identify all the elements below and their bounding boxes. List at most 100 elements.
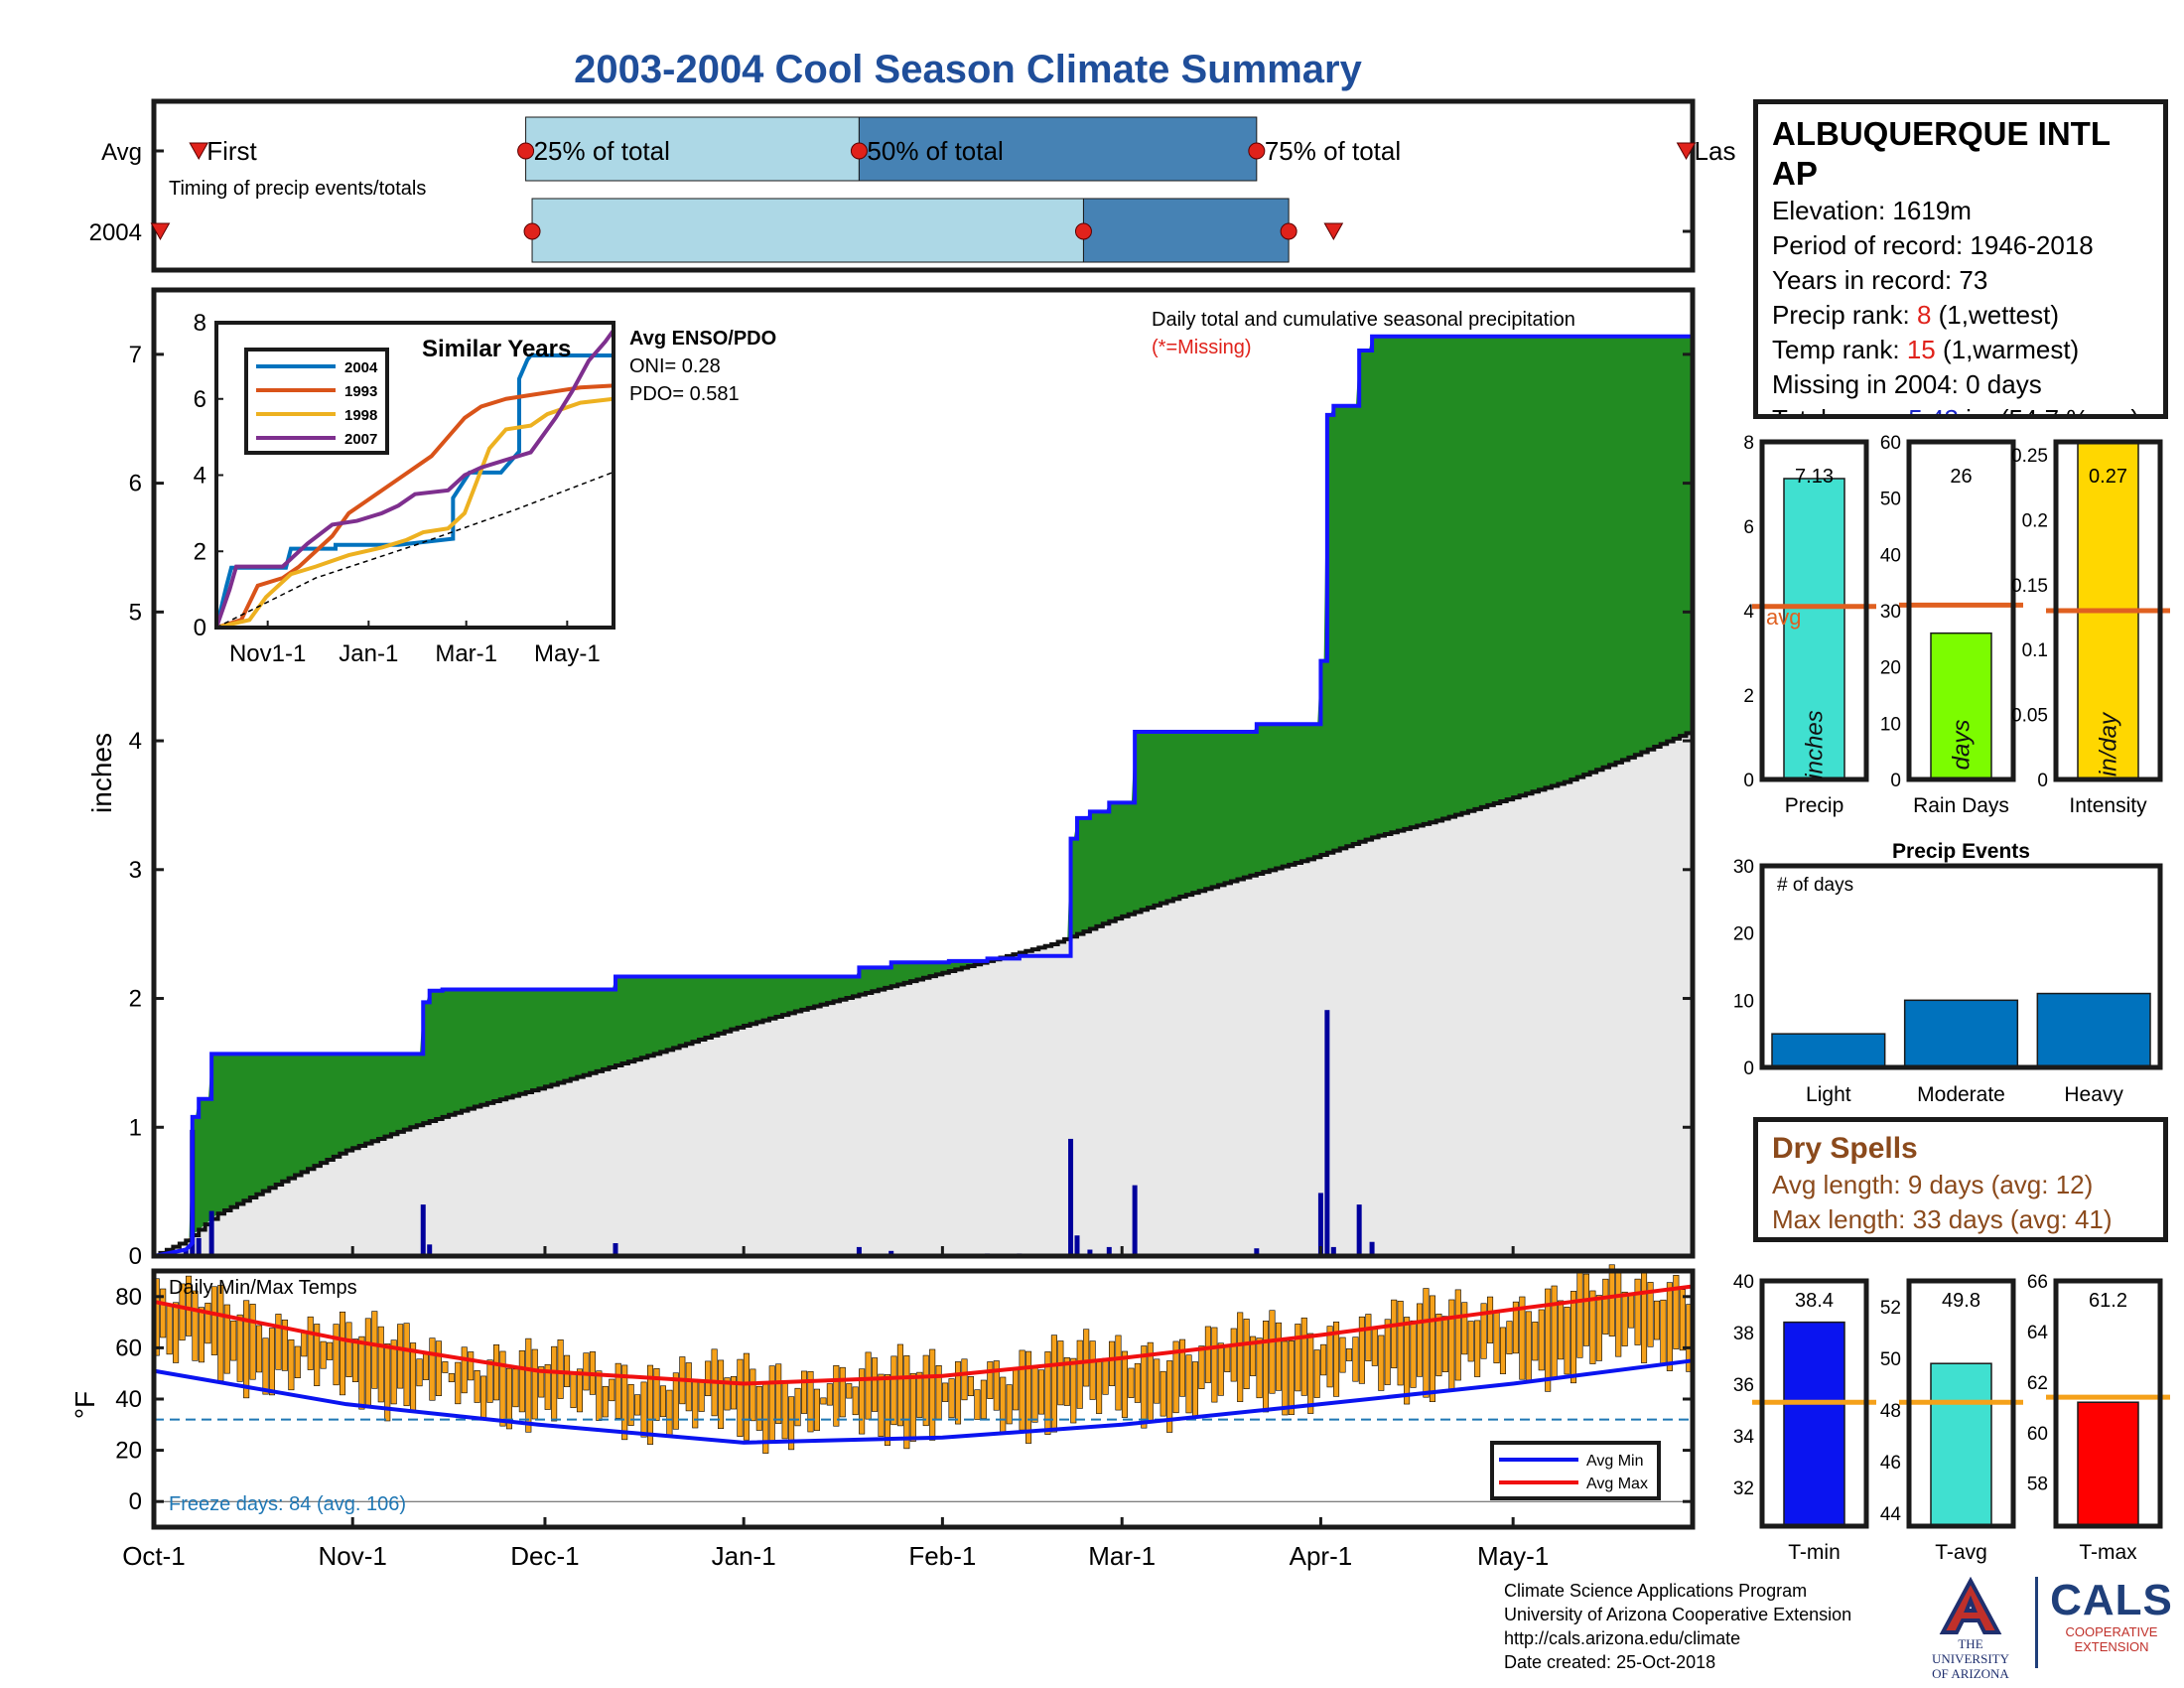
timing-panel-frame [151, 98, 1696, 273]
daily-temp-bar [327, 1341, 334, 1360]
temp-average-category-label: T-min [1788, 1541, 1841, 1564]
x-tick-label: Nov-1 [319, 1541, 387, 1571]
daily-temp-bar [448, 1372, 455, 1383]
daily-temp-bar [525, 1337, 532, 1433]
daily-temp-bar [1454, 1289, 1461, 1381]
daily-temp-bar [230, 1320, 237, 1361]
dry-spells-avg: Avg length: 9 days (avg: 12) [1772, 1170, 2094, 1199]
daily-temp-bar [1564, 1307, 1570, 1375]
temp-average-y-tick-label: 46 [1880, 1453, 1901, 1474]
snow-total: Total snow: 5.43 in. (54.7 %avg) [1772, 402, 2149, 414]
daily-temp-bar [646, 1364, 654, 1445]
inset-series-line [215, 383, 614, 630]
inset-legend-label: 2007 [344, 431, 377, 448]
precip-total-y-tick-label: 6 [1743, 517, 1754, 538]
daily-temp-bar [1525, 1311, 1532, 1381]
temp-average-value-label: 49.8 [1942, 1290, 1980, 1312]
daily-temp-bar [807, 1370, 814, 1433]
daily-temp-bar [1634, 1278, 1641, 1345]
page-title: 2003-2004 Cool Season Climate Summary [574, 48, 1362, 91]
university-of-arizona-logo: THE UNIVERSITY OF ARIZONA [1921, 1577, 2020, 1681]
daily-temp-bar [1313, 1349, 1320, 1398]
footer-line-date: Date created: 25-Oct-2018 [1504, 1652, 1716, 1672]
precip-total-y-tick-label: 0 [1890, 771, 1901, 791]
daily-temp-bar [518, 1349, 525, 1413]
daily-temp-bar [474, 1370, 480, 1403]
temp-y-tick-label: 40 [115, 1386, 142, 1413]
daily-precip-bar [1330, 1246, 1336, 1256]
precip-total-y-tick-label: 4 [1743, 602, 1754, 623]
daily-temp-bar [1532, 1322, 1539, 1361]
above-average-area [154, 336, 1693, 1257]
precip-total-bar [1930, 632, 1992, 780]
daily-temp-bar [621, 1364, 628, 1441]
precip-total-category-label: Precip [1785, 794, 1844, 817]
daily-precip-bar [1254, 1248, 1260, 1256]
inset-x-tick-label: May-1 [534, 640, 601, 667]
station-info-box: ALBUQUERQUE INTL AP Elevation: 1619m Per… [1753, 99, 2168, 419]
daily-temp-bar [403, 1323, 410, 1407]
daily-temp-bar [1044, 1351, 1051, 1435]
daily-temp-bar [718, 1359, 725, 1430]
daily-temp-bar [1063, 1356, 1070, 1406]
avg-timing-bar-first-half [525, 116, 860, 182]
cals-logo-word: CALS [2050, 1576, 2173, 1624]
inset-y-tick-label: 8 [194, 310, 206, 337]
x-tick-label: Dec-1 [510, 1541, 579, 1571]
y-tick-label: 1 [129, 1114, 142, 1141]
daily-temp-bar [1358, 1316, 1365, 1384]
avg-first-label: First [206, 136, 257, 166]
daily-temp-bar [371, 1311, 378, 1389]
daily-temp-bar [1300, 1317, 1307, 1396]
daily-temp-bar [1179, 1338, 1186, 1397]
legend-avg-max-label: Avg Max [1586, 1476, 1648, 1492]
enso-title: Avg ENSO/PDO [629, 328, 776, 350]
daily-temp-bar [872, 1357, 879, 1412]
daily-temp-bar [1474, 1320, 1481, 1377]
daily-temp-bar [1570, 1291, 1577, 1384]
temp-average-y-tick-label: 40 [1733, 1272, 1754, 1293]
daily-temp-bar [948, 1378, 955, 1419]
daily-temp-bar [614, 1362, 621, 1419]
daily-temp-bar [961, 1358, 968, 1401]
daily-precip-bar [427, 1244, 433, 1256]
daily-temp-bar [1326, 1326, 1333, 1388]
daily-temp-bar [1404, 1317, 1411, 1405]
precip-total-y-tick-label: 2 [1743, 686, 1754, 707]
daily-temp-bar [788, 1396, 795, 1451]
daily-temp-bar [1576, 1271, 1583, 1358]
year-75-marker [1280, 222, 1297, 240]
cals-logo: CALS COOPERATIVE EXTENSION [2047, 1576, 2176, 1655]
daily-precip-bar [1068, 1138, 1074, 1256]
daily-temp-bar [609, 1378, 615, 1402]
daily-temp-bar [557, 1338, 564, 1399]
daily-temp-bar [281, 1319, 288, 1371]
inset-x-tick-label: Jan-1 [339, 640, 398, 667]
daily-temp-bar [1608, 1264, 1615, 1337]
daily-temp-bar [730, 1375, 738, 1410]
temp-average-y-tick-label: 44 [1880, 1504, 1902, 1525]
daily-temp-bar [1256, 1337, 1263, 1399]
daily-temp-bar [1461, 1302, 1468, 1355]
dry-spells-box: Dry Spells Avg length: 9 days (avg: 12) … [1753, 1117, 2168, 1242]
ua-logo-line-2: OF ARIZONA [1932, 1666, 2009, 1681]
daily-temp-bar [1435, 1313, 1442, 1377]
daily-temp-bar [1288, 1340, 1295, 1416]
daily-temp-bar [205, 1302, 211, 1344]
temp-rank-prefix: Temp rank: [1772, 335, 1907, 364]
daily-temp-bar [333, 1324, 340, 1386]
daily-precip-bar [1132, 1185, 1138, 1256]
daily-temp-bar [1237, 1312, 1244, 1402]
pdo-label: PDO= 0.581 [629, 383, 740, 405]
daily-temp-bar [480, 1375, 487, 1420]
avg-75-marker [1248, 142, 1266, 160]
precip-total-y-tick-label: 0.15 [2011, 576, 2048, 597]
precip-total-avg-label: avg [1766, 605, 1801, 630]
timing-row-label-year: 2004 [89, 219, 142, 246]
temp-average-y-tick-label: 32 [1733, 1478, 1754, 1499]
year-50-marker [1074, 222, 1092, 240]
daily-temp-bar [1262, 1321, 1270, 1413]
precip-total-y-tick-label: 40 [1880, 545, 1901, 566]
period-label: Period of record: 1946-2018 [1772, 230, 2094, 260]
